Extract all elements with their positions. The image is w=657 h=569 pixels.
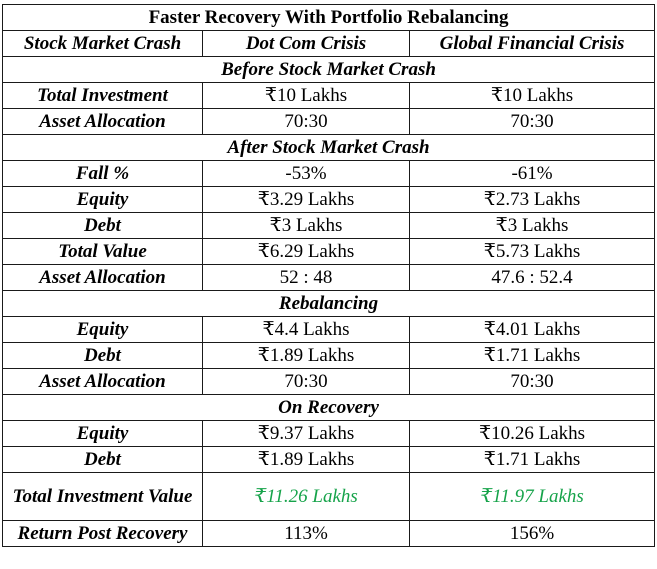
dotcom-value: 113% <box>202 520 410 547</box>
section-heading-after: After Stock Market Crash <box>1 134 656 161</box>
column-header-dot-com-crisis: Dot Com Crisis <box>202 30 410 57</box>
gfc-value: ₹2.73 Lakhs <box>408 186 656 213</box>
dotcom-value: ₹4.4 Lakhs <box>202 316 410 343</box>
gfc-value: ₹4.01 Lakhs <box>408 316 656 343</box>
row-label: Total Value <box>2 238 203 265</box>
table-title: Faster Recovery With Portfolio Rebalanci… <box>1 4 656 31</box>
dotcom-value: ₹1.89 Lakhs <box>202 342 410 369</box>
dotcom-value: ₹11.26 Lakhs <box>202 472 410 521</box>
table-row: Asset Allocation 52 : 48 47.6 : 52.4 <box>2 264 656 291</box>
dotcom-value: 70:30 <box>202 368 410 395</box>
gfc-value: 70:30 <box>408 108 656 135</box>
row-label: Equity <box>2 420 203 447</box>
gfc-value: ₹10.26 Lakhs <box>408 420 656 447</box>
section-row-before: Before Stock Market Crash <box>1 56 656 83</box>
column-header-global-financial-crisis: Global Financial Crisis <box>408 30 656 57</box>
row-label: Return Post Recovery <box>2 520 203 547</box>
row-label: Fall % <box>2 160 203 187</box>
gfc-value: -61% <box>408 160 656 187</box>
gfc-value: 156% <box>408 520 656 547</box>
section-heading-before: Before Stock Market Crash <box>1 56 656 83</box>
gfc-value: ₹1.71 Lakhs <box>408 446 656 473</box>
gfc-value: 70:30 <box>408 368 656 395</box>
gfc-value: ₹5.73 Lakhs <box>408 238 656 265</box>
row-label: Total Investment <box>2 82 203 109</box>
section-row-rebalancing: Rebalancing <box>1 290 656 317</box>
dotcom-value: 52 : 48 <box>202 264 410 291</box>
rebalancing-table: Faster Recovery With Portfolio Rebalanci… <box>1 4 656 547</box>
row-label: Debt <box>2 342 203 369</box>
header-row: Stock Market Crash Dot Com Crisis Global… <box>2 30 656 57</box>
title-row: Faster Recovery With Portfolio Rebalanci… <box>1 4 656 31</box>
gfc-value: ₹3 Lakhs <box>408 212 656 239</box>
section-row-recovery: On Recovery <box>1 394 656 421</box>
row-label: Asset Allocation <box>2 108 203 135</box>
table-row: Equity ₹3.29 Lakhs ₹2.73 Lakhs <box>2 186 656 213</box>
table-row: Asset Allocation 70:30 70:30 <box>2 108 656 135</box>
dotcom-value: ₹1.89 Lakhs <box>202 446 410 473</box>
row-label: Debt <box>2 446 203 473</box>
column-header-stock-market-crash: Stock Market Crash <box>2 30 203 57</box>
table-row: Total Investment ₹10 Lakhs ₹10 Lakhs <box>2 82 656 109</box>
dotcom-value: 70:30 <box>202 108 410 135</box>
gfc-value: ₹1.71 Lakhs <box>408 342 656 369</box>
dotcom-value: ₹9.37 Lakhs <box>202 420 410 447</box>
section-row-after: After Stock Market Crash <box>1 134 656 161</box>
dotcom-value: -53% <box>202 160 410 187</box>
row-label: Equity <box>2 316 203 343</box>
section-heading-rebalancing: Rebalancing <box>1 290 656 317</box>
row-label: Debt <box>2 212 203 239</box>
table-row: Equity ₹9.37 Lakhs ₹10.26 Lakhs <box>2 420 656 447</box>
dotcom-value: ₹10 Lakhs <box>202 82 410 109</box>
row-label: Asset Allocation <box>2 264 203 291</box>
row-label: Total Investment Value <box>2 472 203 521</box>
row-label: Asset Allocation <box>2 368 203 395</box>
table-row: Total Value ₹6.29 Lakhs ₹5.73 Lakhs <box>2 238 656 265</box>
gfc-value: ₹10 Lakhs <box>408 82 656 109</box>
table-row: Debt ₹3 Lakhs ₹3 Lakhs <box>2 212 656 239</box>
dotcom-value: ₹3.29 Lakhs <box>202 186 410 213</box>
table-row: Asset Allocation 70:30 70:30 <box>2 368 656 395</box>
table-row: Total Investment Value ₹11.26 Lakhs ₹11.… <box>2 472 656 521</box>
row-label: Equity <box>2 186 203 213</box>
table-row: Debt ₹1.89 Lakhs ₹1.71 Lakhs <box>2 342 656 369</box>
table-row: Return Post Recovery 113% 156% <box>2 520 656 547</box>
section-heading-recovery: On Recovery <box>1 394 656 421</box>
table-row: Fall % -53% -61% <box>2 160 656 187</box>
gfc-value: 47.6 : 52.4 <box>408 264 656 291</box>
gfc-value: ₹11.97 Lakhs <box>408 472 656 521</box>
table-row: Debt ₹1.89 Lakhs ₹1.71 Lakhs <box>2 446 656 473</box>
dotcom-value: ₹3 Lakhs <box>202 212 410 239</box>
dotcom-value: ₹6.29 Lakhs <box>202 238 410 265</box>
table-row: Equity ₹4.4 Lakhs ₹4.01 Lakhs <box>2 316 656 343</box>
